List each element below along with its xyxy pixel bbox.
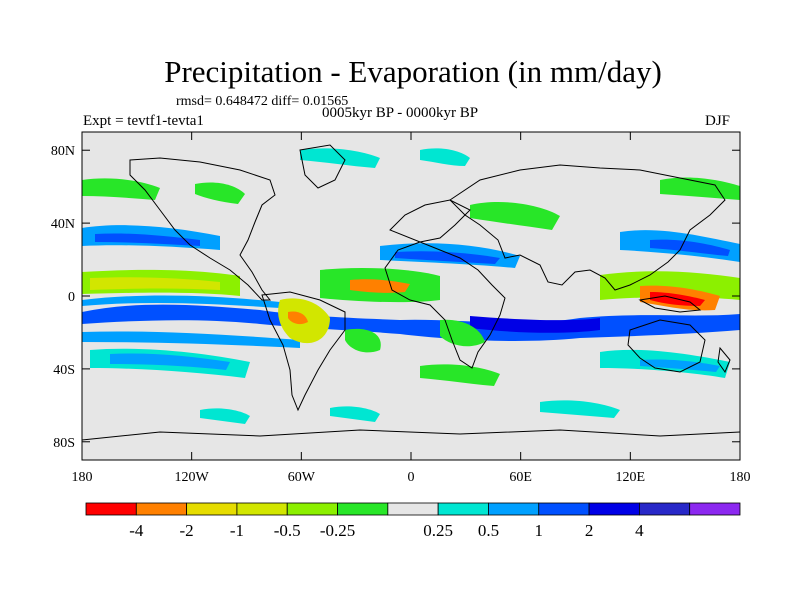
colorbar-label: -4 — [129, 521, 144, 540]
colorbar-swatch — [337, 502, 389, 516]
y-tick-label: 80S — [53, 436, 75, 451]
colorbar: -4 -2 -1 -0.5 -0.25 0.25 0.5 1 2 4 — [85, 502, 741, 540]
y-tick-label: 40S — [53, 363, 75, 378]
x-axis-ticks: 180 120W 60W 0 60E 120E 180 — [72, 132, 751, 485]
colorbar-swatch — [689, 502, 741, 516]
experiment-label: Expt = tevtf1-tevta1 — [83, 113, 204, 129]
colorbar-swatch — [186, 502, 238, 516]
x-tick-label: 0 — [408, 470, 415, 485]
chart-title: Precipitation - Evaporation (in mm/day) — [164, 54, 662, 89]
y-tick-label: 80N — [51, 144, 75, 159]
colorbar-swatch — [236, 502, 288, 516]
y-tick-label: 0 — [68, 290, 75, 305]
colorbar-label: 2 — [585, 521, 594, 540]
x-tick-label: 60W — [288, 470, 316, 485]
field-contours — [82, 148, 740, 424]
y-axis-ticks: 80N 40N 0 40S 80S — [51, 144, 740, 451]
colorbar-swatch — [135, 502, 188, 516]
colorbar-swatch — [286, 502, 338, 516]
colorbar-label: -1 — [230, 521, 244, 540]
x-tick-label: 120W — [175, 470, 210, 485]
colorbar-label: -2 — [180, 521, 194, 540]
period-label: 0005kyr BP - 0000kyr BP — [322, 105, 479, 121]
colorbar-swatch — [387, 502, 439, 516]
y-tick-label: 40N — [51, 217, 75, 232]
colorbar-swatch — [638, 502, 691, 516]
x-tick-label: 60E — [509, 470, 532, 485]
x-tick-label: 120E — [616, 470, 646, 485]
colorbar-label: -0.5 — [274, 521, 301, 540]
colorbar-label: -0.25 — [320, 521, 355, 540]
x-tick-label: 180 — [730, 470, 751, 485]
colorbar-swatch — [588, 502, 640, 516]
colorbar-swatch — [85, 502, 137, 516]
colorbar-label: 4 — [635, 521, 644, 540]
colorbar-swatch — [488, 502, 540, 516]
colorbar-label: 1 — [535, 521, 544, 540]
stats-label: rmsd= 0.648472 diff= 0.01565 — [176, 94, 349, 109]
season-label: DJF — [705, 113, 731, 129]
x-tick-label: 180 — [72, 470, 93, 485]
colorbar-label: 0.25 — [423, 521, 453, 540]
colorbar-label: 0.5 — [478, 521, 499, 540]
colorbar-swatch — [538, 502, 590, 516]
colorbar-swatch — [437, 502, 489, 516]
coastlines — [82, 144, 740, 441]
